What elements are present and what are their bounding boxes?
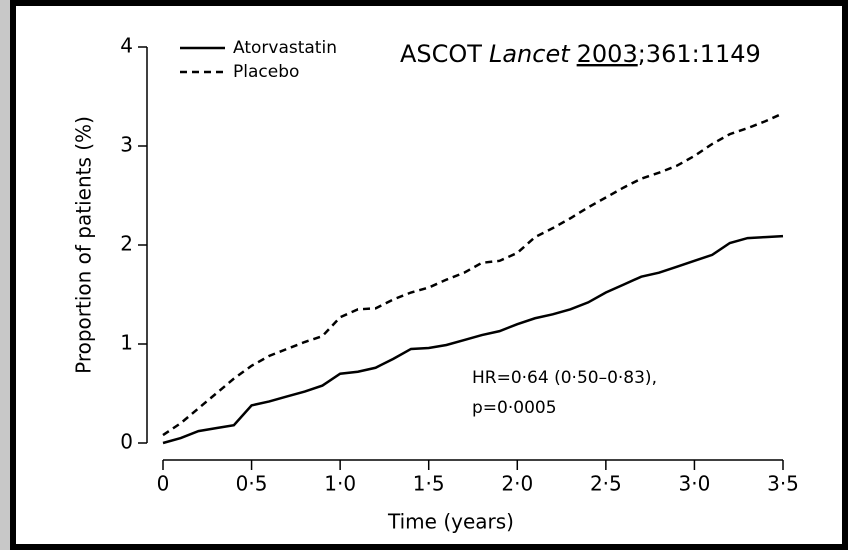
x-tick-label: 1·5 [413, 472, 445, 496]
x-tick-label: 3·0 [679, 472, 711, 496]
y-tick-label: 1 [120, 331, 133, 355]
y-tick-label: 3 [120, 133, 133, 157]
source-part: ASCOT [400, 40, 482, 68]
x-tick-label: 0·5 [236, 472, 268, 496]
source: ASCOT Lancet 2003;361:1149 [400, 40, 761, 68]
series-line [162, 112, 784, 437]
legend-label: Atorvastatin [233, 38, 337, 58]
annotation: p=0·0005 [472, 398, 557, 418]
legend-label: Placebo [233, 62, 299, 82]
x-tick-label: 2·5 [590, 472, 622, 496]
x-tick-label: 0 [157, 472, 170, 496]
frame [10, 0, 848, 550]
y-tick-label: 4 [120, 34, 133, 58]
source-part: Lancet [489, 40, 571, 68]
source-part: 2003 [577, 40, 638, 68]
annotation: HR=0·64 (0·50–0·83), [472, 368, 657, 388]
series-line [162, 234, 784, 445]
source-part: ;361:1149 [638, 40, 761, 68]
x-tick-label: 2·0 [501, 472, 533, 496]
y-tick-label: 2 [120, 232, 133, 256]
y-tick-label: 0 [120, 430, 133, 454]
y-axis-label: Proportion of patients (%) [72, 116, 96, 374]
x-tick-label: 3·5 [767, 472, 799, 496]
x-tick-label: 1·0 [324, 472, 356, 496]
x-axis-label: Time (years) [387, 510, 514, 534]
